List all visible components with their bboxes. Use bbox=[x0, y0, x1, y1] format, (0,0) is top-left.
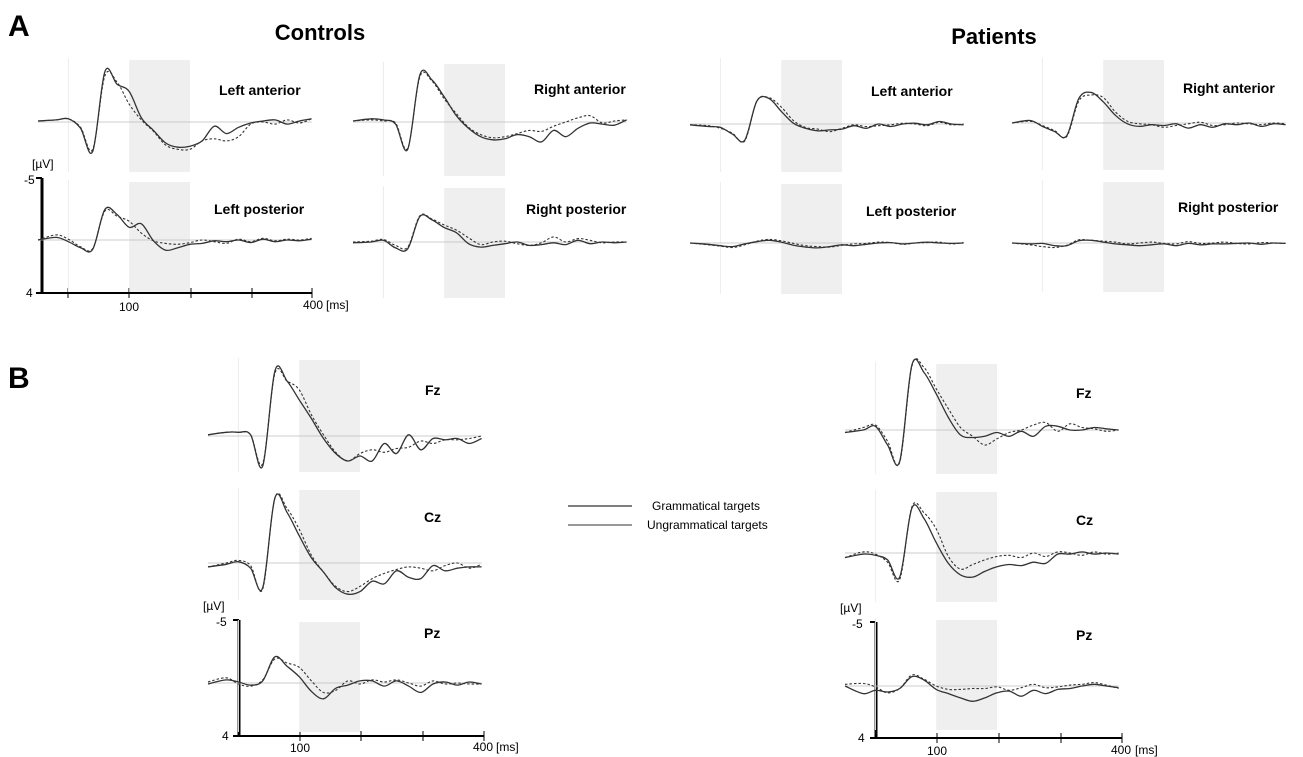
chart3-fz-time-window bbox=[936, 364, 997, 474]
scale-bar-b-left-tick-4: 4 bbox=[222, 729, 229, 743]
chart2-pz-time-window bbox=[299, 622, 360, 732]
scale-bar-b-right: [µV] -5 4 100 400 [ms] bbox=[840, 601, 1158, 757]
chart3-fz-ungrammatical-trace bbox=[844, 358, 1119, 466]
legend-label-grammatical: Grammatical targets bbox=[652, 499, 760, 513]
chart0-left-anterior-subplot: Left anterior bbox=[37, 58, 312, 172]
chart1-right-posterior-subplot: Right posterior bbox=[1011, 180, 1286, 292]
scale-bar-b-right-tick-100: 100 bbox=[927, 744, 947, 757]
chart3-pz-time-window bbox=[936, 620, 997, 730]
chart2-cz-label: Cz bbox=[424, 509, 441, 525]
scale-bar-a: [µV] -5 4 100 400 [ms] bbox=[24, 157, 349, 314]
chart0-left-posterior-label: Left posterior bbox=[214, 201, 305, 217]
chart0-left-anterior-time-window bbox=[129, 60, 190, 172]
scale-bar-b-left-unit-y: [µV] bbox=[203, 599, 225, 613]
chart0-right-posterior-grammatical-trace bbox=[352, 214, 627, 252]
scale-bar-b-right-unit-x: [ms] bbox=[1135, 743, 1158, 757]
scale-bar-a-tick-400: 400 bbox=[303, 298, 323, 312]
chart0-left-anterior-ungrammatical-trace bbox=[37, 70, 312, 152]
panel-label-a: A bbox=[8, 10, 30, 43]
chart0-right-anterior-ungrammatical-trace bbox=[352, 71, 627, 151]
scale-bar-b-right-unit-y: [µV] bbox=[840, 601, 862, 615]
chart1-left-posterior-label: Left posterior bbox=[866, 203, 957, 219]
chart0-right-anterior-grammatical-trace bbox=[352, 69, 627, 152]
chart1-right-anterior-ungrammatical-trace bbox=[1011, 94, 1286, 139]
chart2-fz-subplot: Fz bbox=[207, 358, 482, 472]
chart0-right-posterior-time-window bbox=[444, 188, 505, 298]
chart2-pz-label: Pz bbox=[424, 625, 440, 641]
chart1-left-posterior-time-window bbox=[781, 184, 842, 294]
chart3-pz-grammatical-trace bbox=[844, 675, 1119, 702]
chart3-cz-subplot: Cz bbox=[844, 490, 1119, 602]
chart0-left-posterior-ungrammatical-trace bbox=[37, 208, 312, 252]
chart0-right-posterior-subplot: Right posterior bbox=[352, 186, 627, 298]
chart1-left-anterior-label: Left anterior bbox=[871, 83, 953, 99]
legend: Grammatical targets Ungrammatical target… bbox=[568, 499, 768, 532]
scale-bar-b-right-tick-neg5: -5 bbox=[852, 617, 863, 631]
chart1-left-anterior-time-window bbox=[781, 60, 842, 172]
group-title-controls: Controls bbox=[275, 20, 365, 45]
chart2-pz-subplot: Pz bbox=[207, 620, 482, 732]
scale-bar-b-right-tick-4: 4 bbox=[858, 731, 865, 745]
chart0-left-posterior-subplot: Left posterior bbox=[37, 180, 312, 292]
scale-bar-a-tick-4: 4 bbox=[26, 286, 33, 300]
chart1-left-anterior-subplot: Left anterior bbox=[689, 58, 964, 172]
chart3-fz-subplot: Fz bbox=[844, 358, 1119, 474]
chart1-right-anterior-label: Right anterior bbox=[1183, 80, 1275, 96]
chart2-fz-time-window bbox=[299, 360, 360, 472]
chart1-right-posterior-ungrammatical-trace bbox=[1011, 238, 1286, 249]
chart0-right-anterior-subplot: Right anterior bbox=[352, 62, 627, 176]
scale-bar-b-left: [µV] -5 4 100 400 [ms] bbox=[203, 599, 519, 755]
chart3-cz-grammatical-trace bbox=[844, 504, 1119, 580]
chart3-pz-subplot: Pz bbox=[844, 618, 1119, 730]
scale-bar-a-tick-neg5: -5 bbox=[24, 173, 35, 187]
chart2-cz-ungrammatical-trace bbox=[207, 492, 482, 593]
chart0-left-posterior-time-window bbox=[129, 182, 190, 292]
chart1-left-posterior-subplot: Left posterior bbox=[689, 182, 964, 294]
chart0-right-anterior-time-window bbox=[444, 64, 505, 176]
chart3-cz-time-window bbox=[936, 492, 997, 602]
chart0-right-posterior-ungrammatical-trace bbox=[352, 213, 627, 250]
chart0-left-posterior-grammatical-trace bbox=[37, 206, 312, 253]
chart3-fz-label: Fz bbox=[1076, 385, 1092, 401]
chart1-right-posterior-label: Right posterior bbox=[1178, 199, 1279, 215]
chart0-left-anterior-label: Left anterior bbox=[219, 82, 301, 98]
scale-bar-a-unit-x: [ms] bbox=[326, 298, 349, 312]
chart2-pz-ungrammatical-trace bbox=[207, 657, 482, 694]
panel-label-b: B bbox=[8, 362, 30, 395]
chart3-pz-label: Pz bbox=[1076, 627, 1092, 643]
chart1-right-anterior-subplot: Right anterior bbox=[1011, 58, 1286, 170]
scale-bar-a-tick-100: 100 bbox=[119, 300, 139, 314]
chart3-cz-label: Cz bbox=[1076, 512, 1093, 528]
legend-label-ungrammatical: Ungrammatical targets bbox=[647, 518, 768, 532]
scale-bar-b-left-tick-400: 400 bbox=[473, 740, 493, 754]
scale-bar-b-left-tick-neg5: -5 bbox=[216, 615, 227, 629]
group-title-patients: Patients bbox=[951, 24, 1037, 49]
chart0-right-posterior-label: Right posterior bbox=[526, 201, 627, 217]
chart1-left-anterior-ungrammatical-trace bbox=[689, 95, 964, 143]
chart2-cz-subplot: Cz bbox=[207, 488, 482, 600]
chart2-fz-ungrammatical-trace bbox=[207, 367, 482, 466]
chart0-left-anterior-grammatical-trace bbox=[37, 67, 312, 155]
scale-bar-b-left-unit-x: [ms] bbox=[496, 740, 519, 754]
scale-bar-a-unit-y: [µV] bbox=[32, 157, 54, 171]
chart0-right-anterior-label: Right anterior bbox=[534, 81, 626, 97]
chart2-cz-time-window bbox=[299, 490, 360, 600]
chart2-cz-grammatical-trace bbox=[207, 493, 482, 596]
chart2-fz-label: Fz bbox=[425, 382, 441, 398]
scale-bar-b-right-tick-400: 400 bbox=[1111, 743, 1131, 757]
chart2-pz-grammatical-trace bbox=[207, 655, 482, 700]
chart1-right-anterior-time-window bbox=[1103, 60, 1164, 170]
chart1-left-posterior-ungrammatical-trace bbox=[689, 238, 964, 249]
chart1-right-posterior-time-window bbox=[1103, 182, 1164, 292]
scale-bar-b-left-tick-100: 100 bbox=[290, 741, 310, 755]
